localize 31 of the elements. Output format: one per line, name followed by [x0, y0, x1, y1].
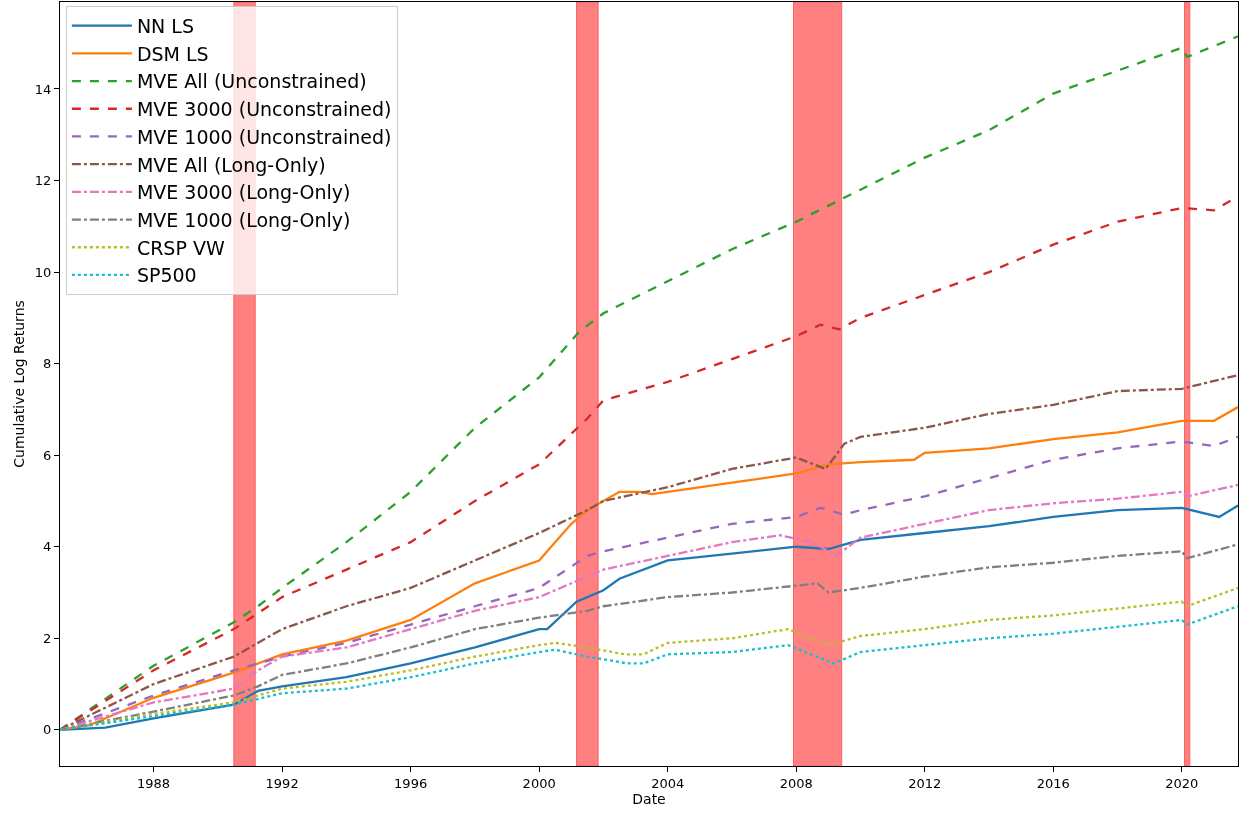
- y-tick-label: 8: [43, 356, 52, 372]
- legend-label: MVE All (Unconstrained): [136, 70, 367, 93]
- y-tick-label: 6: [43, 447, 52, 463]
- y-tick-label: 0: [43, 722, 52, 738]
- line-series: [60, 543, 1238, 731]
- x-tick-label: 2008: [779, 775, 813, 791]
- y-tick-label: 12: [34, 173, 52, 189]
- x-tick-label: 2020: [1165, 775, 1199, 791]
- y-tick-label: 10: [34, 264, 52, 280]
- legend-label: MVE All (Long-Only): [136, 153, 326, 176]
- x-tick-label: 2012: [908, 775, 942, 791]
- legend-label: SP500: [136, 264, 197, 287]
- y-tick-label: 14: [34, 81, 52, 97]
- legend-label: MVE 3000 (Unconstrained): [136, 98, 392, 121]
- line-series: [60, 35, 1238, 731]
- x-tick-label: 1992: [265, 775, 299, 791]
- legend-label: MVE 1000 (Unconstrained): [136, 125, 392, 148]
- y-tick-label: 2: [43, 630, 52, 646]
- x-tick-label: 1996: [394, 775, 428, 791]
- x-tick-label: 2000: [522, 775, 556, 791]
- x-axis-title: Date: [632, 790, 666, 807]
- x-tick-label: 2004: [651, 775, 685, 791]
- legend-label: MVE 3000 (Long-Only): [136, 181, 351, 204]
- legend-label: DSM LS: [136, 42, 209, 65]
- legend-label: MVE 1000 (Long-Only): [136, 208, 351, 231]
- legend-label: CRSP VW: [136, 236, 225, 259]
- legend-label: NN LS: [136, 15, 195, 38]
- y-axis-title: Cumulative Log Returns: [11, 300, 28, 468]
- x-tick-label: 1988: [137, 775, 171, 791]
- x-tick-label: 2016: [1036, 775, 1070, 791]
- y-tick-label: 4: [43, 539, 52, 555]
